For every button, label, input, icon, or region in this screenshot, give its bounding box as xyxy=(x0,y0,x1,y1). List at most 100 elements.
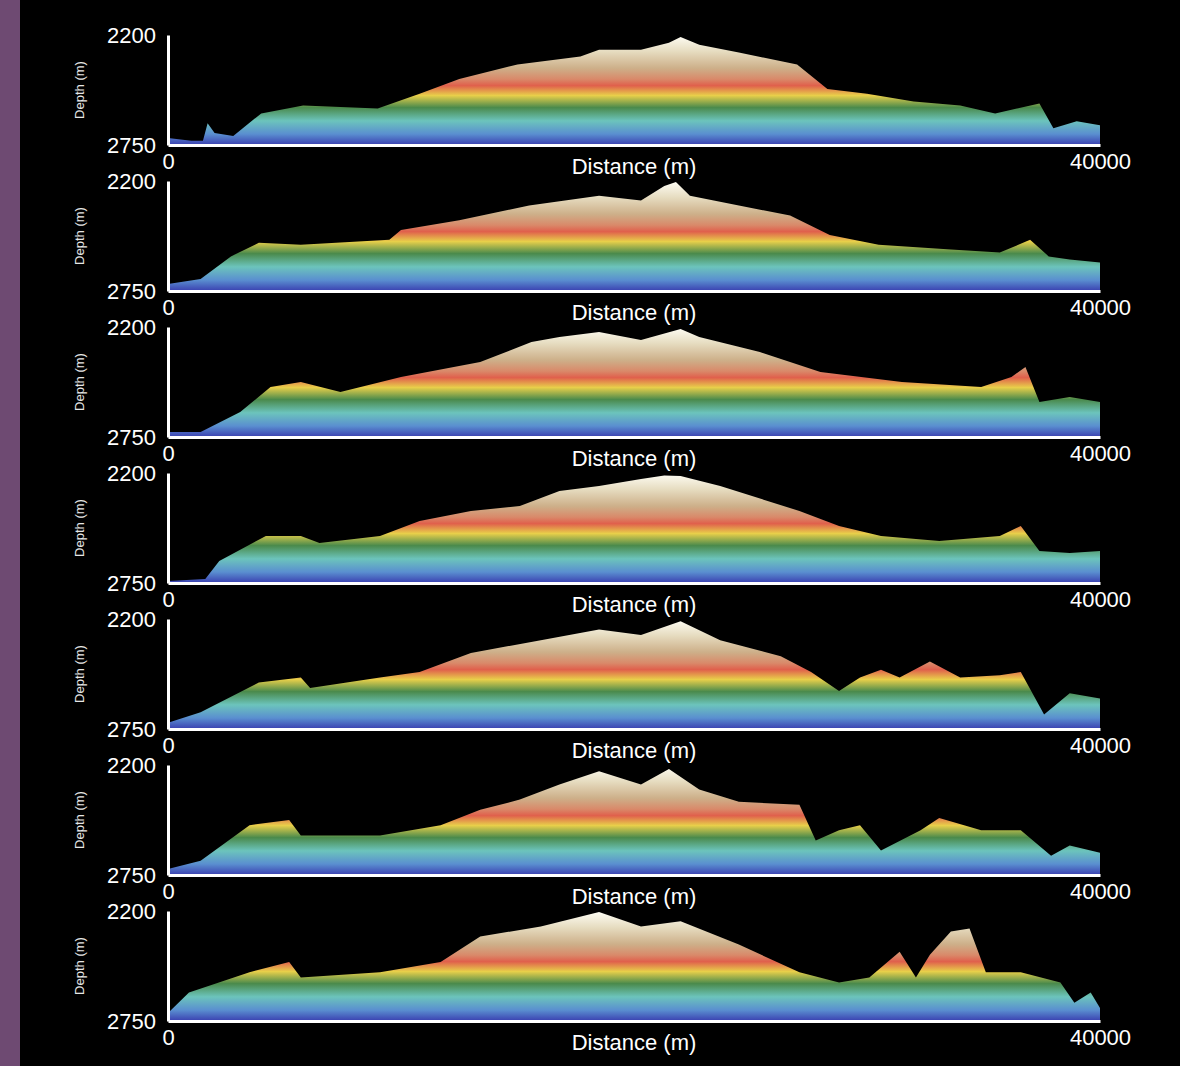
y-tick-label: 2750 xyxy=(107,571,156,596)
axis-line xyxy=(167,328,170,438)
y-tick-label: 2750 xyxy=(107,717,156,742)
x-tick: 0 xyxy=(162,729,174,758)
y-axis: 2200 2750 xyxy=(107,461,168,596)
axis-line xyxy=(167,474,170,584)
depth-profile xyxy=(168,769,1100,875)
panel: 22002750040000Distance (m)Depth (m) xyxy=(72,23,1131,179)
x-tick: 40000 xyxy=(1070,291,1131,320)
axis-line xyxy=(169,1020,1101,1023)
y-tick-label: 2750 xyxy=(107,133,156,158)
y-axis-title: Depth (m) xyxy=(72,937,87,995)
y-tick-label: 2750 xyxy=(107,1009,156,1034)
y-axis: 2200 2750 xyxy=(107,899,168,1034)
panel: 22002750040000Distance (m)Depth (m) xyxy=(72,461,1131,617)
y-tick: 2200 xyxy=(107,315,168,340)
x-axis-title: Distance (m) xyxy=(572,738,697,763)
y-tick: 2750 xyxy=(107,133,168,158)
y-axis-title: Depth (m) xyxy=(72,353,87,411)
axis-line xyxy=(169,144,1101,147)
y-tick: 2750 xyxy=(107,863,168,888)
depth-profile xyxy=(168,182,1100,291)
x-tick-label: 40000 xyxy=(1070,733,1131,758)
x-axis-title: Distance (m) xyxy=(572,154,697,179)
axis-line xyxy=(169,582,1101,585)
x-tick-label: 40000 xyxy=(1070,295,1131,320)
x-tick-label: 0 xyxy=(162,879,174,904)
depth-profile xyxy=(168,621,1100,729)
x-tick: 40000 xyxy=(1070,583,1131,612)
x-tick-label: 40000 xyxy=(1070,149,1131,174)
y-tick-label: 2200 xyxy=(107,899,156,924)
y-tick: 2200 xyxy=(107,23,168,48)
x-tick: 0 xyxy=(162,437,174,466)
panel: 2200 27500 40000 Distance (m) Depth (m) xyxy=(72,753,1131,909)
x-tick-label: 40000 xyxy=(1070,1025,1131,1050)
depth-profile xyxy=(168,475,1100,583)
y-axis: 2200 2750 xyxy=(107,169,168,304)
y-axis: 2200 2750 xyxy=(107,753,168,888)
plot-area xyxy=(168,182,1100,291)
y-tick-label: 2200 xyxy=(107,23,156,48)
plot-area xyxy=(168,912,1100,1021)
x-axis-title: Distance (m) xyxy=(572,446,697,471)
depth-profile xyxy=(168,329,1100,437)
x-tick: 40000 xyxy=(1070,729,1131,758)
y-tick-label: 2200 xyxy=(107,753,156,778)
plot-area xyxy=(168,37,1100,145)
x-axis-title: Distance (m) xyxy=(572,884,697,909)
y-axis: 2200 2750 xyxy=(107,23,168,158)
axis-line xyxy=(169,728,1101,731)
y-tick-label: 2200 xyxy=(107,169,156,194)
x-tick-label: 0 xyxy=(162,1025,174,1050)
y-tick-label: 2750 xyxy=(107,425,156,450)
x-tick-label: 0 xyxy=(162,441,174,466)
y-tick: 2200 xyxy=(107,607,168,632)
plot-area xyxy=(168,621,1100,729)
axis-line xyxy=(167,912,170,1022)
axis-line xyxy=(169,436,1101,439)
y-axis-title: Depth (m) xyxy=(72,207,87,265)
x-tick-label: 0 xyxy=(162,587,174,612)
panel: 2200 27500 40000 Distance (m) Depth (m) xyxy=(72,315,1131,471)
x-tick: 0 xyxy=(162,291,174,320)
x-tick: 40000 xyxy=(1070,437,1131,466)
x-axis-title: Distance (m) xyxy=(572,1030,697,1055)
x-tick-label: 0 xyxy=(162,733,174,758)
panel: 22002750040000Distance (m)Depth (m) xyxy=(72,169,1131,325)
y-tick: 2200 xyxy=(107,461,168,486)
axis-line xyxy=(167,620,170,730)
figure: 22002750040000Distance (m)Depth (m)22002… xyxy=(0,0,1180,1066)
x-tick: 0 xyxy=(162,145,174,174)
x-tick-label: 40000 xyxy=(1070,587,1131,612)
y-tick: 2750 xyxy=(107,1009,168,1034)
panel: 2200 27500 40000 Distance (m) Depth (m) xyxy=(72,607,1131,763)
panel: 2200 27500 40000 Distance (m) Depth (m) xyxy=(72,899,1131,1055)
y-axis-title: Depth (m) xyxy=(72,499,87,557)
axis-line xyxy=(167,766,170,876)
y-tick-label: 2750 xyxy=(107,279,156,304)
y-tick: 2750 xyxy=(107,425,168,450)
axis-line xyxy=(169,290,1101,293)
x-tick-label: 40000 xyxy=(1070,441,1131,466)
x-tick: 40000 xyxy=(1070,1021,1131,1050)
y-axis: 2200 2750 xyxy=(107,607,168,742)
x-tick-label: 0 xyxy=(162,149,174,174)
y-tick: 2200 xyxy=(107,169,168,194)
y-axis: 2200 2750 xyxy=(107,315,168,450)
x-tick: 40000 xyxy=(1070,145,1131,174)
depth-profile xyxy=(168,912,1100,1021)
plot-area xyxy=(168,329,1100,437)
plot-area xyxy=(168,475,1100,583)
y-tick-label: 2750 xyxy=(107,863,156,888)
plot-area xyxy=(168,769,1100,875)
y-axis-title: Depth (m) xyxy=(72,791,87,849)
x-tick: 0 xyxy=(162,875,174,904)
x-tick-label: 40000 xyxy=(1070,879,1131,904)
y-tick: 2750 xyxy=(107,571,168,596)
y-tick: 2750 xyxy=(107,279,168,304)
axis-line xyxy=(169,874,1101,877)
y-axis-title: Depth (m) xyxy=(72,645,87,703)
side-bar xyxy=(0,0,20,1066)
y-tick: 2200 xyxy=(107,753,168,778)
depth-profile xyxy=(168,37,1100,145)
